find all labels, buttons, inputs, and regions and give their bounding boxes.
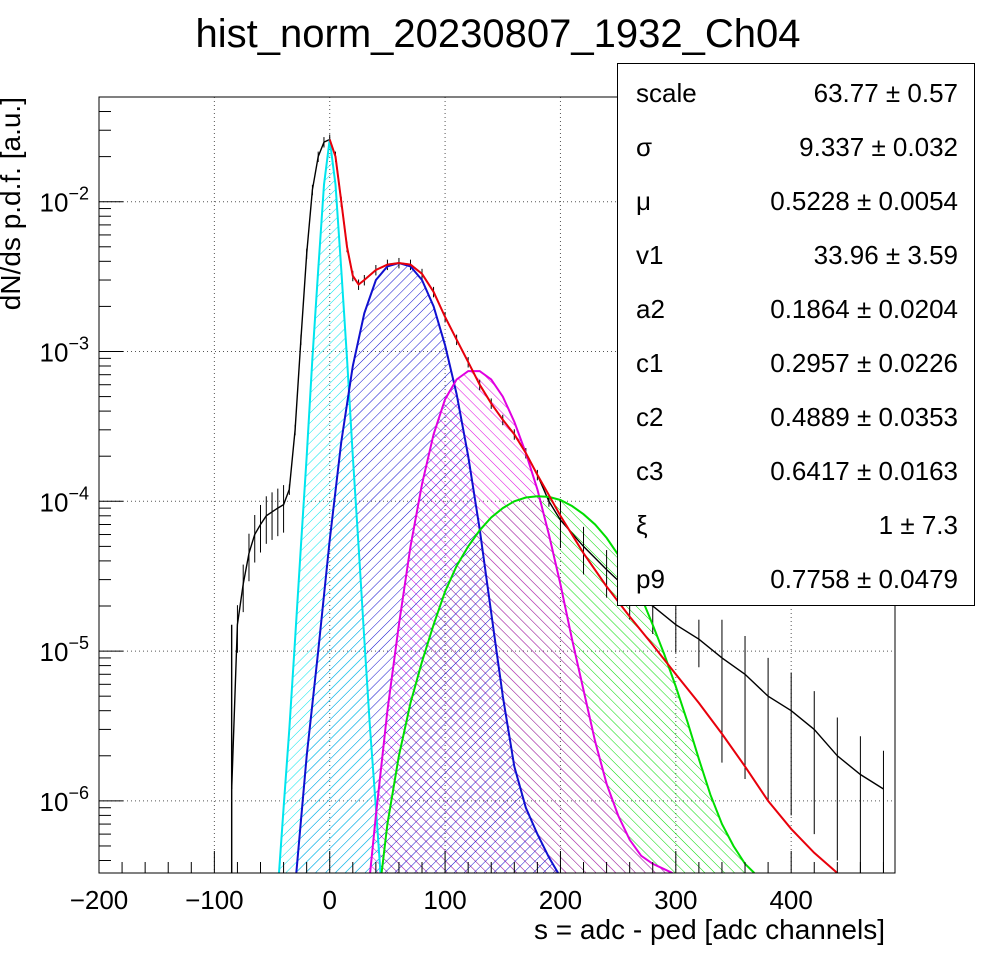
stat-row: scale 63.77 ± 0.57 — [618, 66, 974, 120]
stat-row: σ 9.337 ± 0.032 — [618, 120, 974, 174]
stat-name: c3 — [636, 456, 664, 486]
y-tick-label: 10−5 — [40, 633, 89, 667]
stat-value: 1 ± 7.3 — [878, 510, 958, 540]
x-tick-label: 400 — [769, 885, 812, 915]
stat-value: 33.96 ± 3.59 — [813, 240, 958, 270]
stat-value: 0.4889 ± 0.0353 — [770, 402, 958, 432]
stat-row: p9 0.7758 ± 0.0479 — [618, 552, 974, 606]
stat-value: 0.2957 ± 0.0226 — [770, 348, 958, 378]
x-tick-label: −200 — [70, 885, 129, 915]
stat-name: c2 — [636, 402, 664, 432]
y-tick-label: 10−6 — [40, 783, 89, 817]
stat-name: σ — [636, 132, 653, 162]
pedestal-fill — [279, 139, 381, 873]
stat-value: 0.6417 ± 0.0163 — [770, 456, 958, 486]
x-tick-label: −100 — [185, 885, 244, 915]
y-tick-label: 10−2 — [40, 184, 89, 218]
stat-row: a2 0.1864 ± 0.0204 — [618, 282, 974, 336]
pe3-curve — [380, 495, 756, 873]
stat-value: 9.337 ± 0.032 — [799, 132, 958, 162]
stat-name: ξ — [636, 510, 648, 540]
stat-name: scale — [636, 78, 697, 108]
x-tick-label: 0 — [322, 885, 336, 915]
stat-value: 63.77 ± 0.57 — [813, 78, 958, 108]
stat-value: 0.1864 ± 0.0204 — [770, 294, 958, 324]
y-tick-label: 10−3 — [40, 333, 89, 367]
component-fills — [279, 139, 755, 873]
x-tick-label: 100 — [423, 885, 466, 915]
stat-row: c1 0.2957 ± 0.0226 — [618, 336, 974, 390]
stat-value: 0.5228 ± 0.0054 — [770, 186, 958, 216]
y-axis-label: dN/ds p.d.f. [a.u.] — [0, 97, 26, 310]
stat-name: a2 — [636, 294, 665, 324]
pe1-curve — [295, 261, 559, 873]
fit-stats-box: scale 63.77 ± 0.57 σ 9.337 ± 0.032 μ 0.5228 ±… — [617, 63, 975, 606]
x-axis-label: s = adc - ped [adc channels] — [534, 914, 885, 945]
pe2-curve — [369, 370, 673, 873]
stat-name: c1 — [636, 348, 664, 378]
axes: −200 −100 0 100 200 300 400 10−2 10−3 10−4 10−5 10−… — [40, 96, 884, 915]
stat-name: v1 — [636, 240, 664, 270]
stat-name: p9 — [636, 564, 665, 594]
x-tick-label: 200 — [539, 885, 582, 915]
x-tick-label: 300 — [654, 885, 697, 915]
stat-row: μ 0.5228 ± 0.0054 — [618, 174, 974, 228]
stat-row: c2 0.4889 ± 0.0353 — [618, 390, 974, 444]
chart-title: hist_norm_20230807_1932_Ch04 — [195, 12, 801, 56]
stat-value: 0.7758 ± 0.0479 — [770, 564, 958, 594]
stat-row: c3 0.6417 ± 0.0163 — [618, 444, 974, 498]
fit-curves — [278, 139, 838, 873]
stat-name: μ — [636, 186, 651, 216]
y-tick-label: 10−4 — [40, 483, 89, 517]
stat-row: v1 33.96 ± 3.59 — [618, 228, 974, 282]
total_fit-curve — [328, 139, 838, 873]
stat-row: ξ 1 ± 7.3 — [618, 498, 974, 552]
